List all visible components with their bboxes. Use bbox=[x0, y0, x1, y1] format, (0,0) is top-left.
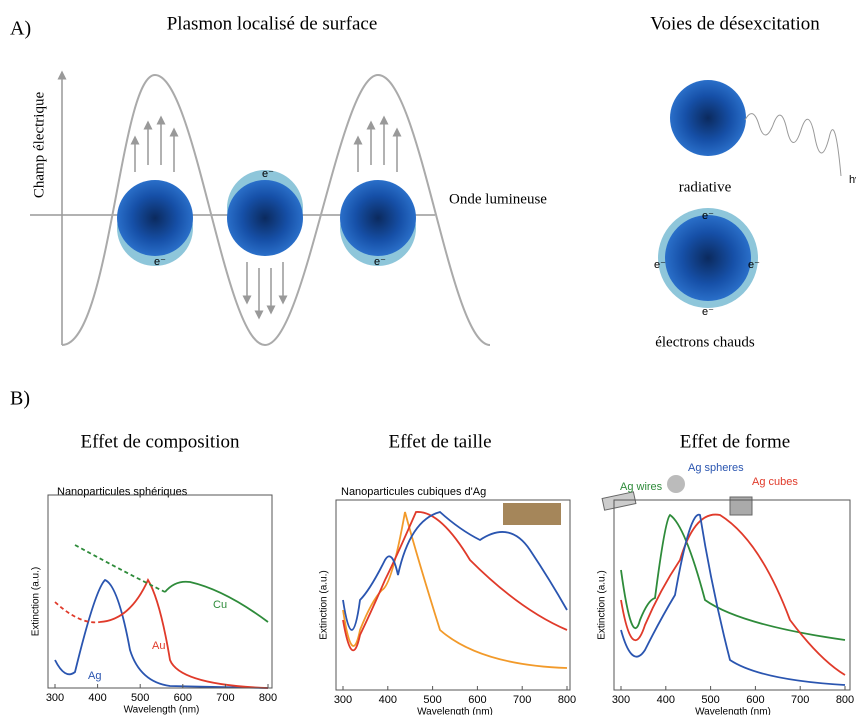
x-tick-label: 800 bbox=[558, 694, 576, 706]
title: Voies de désexcitation bbox=[650, 13, 820, 34]
panel-label: B) bbox=[10, 388, 30, 410]
x-tick-label: 600 bbox=[174, 692, 192, 704]
curve-label: Ag spheres bbox=[688, 462, 744, 474]
curves bbox=[54, 511, 846, 689]
x-tick-label: 500 bbox=[701, 694, 719, 706]
label: électrons chauds bbox=[655, 334, 755, 350]
plot-subtitle: Nanoparticules cubiques d'Ag bbox=[341, 486, 486, 498]
curve-label: Au bbox=[152, 640, 165, 652]
x-tick-label: 300 bbox=[334, 694, 352, 706]
electron: e⁻ bbox=[654, 259, 666, 271]
electron: e⁻ bbox=[702, 210, 714, 222]
electron: e⁻ bbox=[702, 306, 714, 318]
plot-title: Effet de composition bbox=[80, 431, 240, 452]
x-tick-label: 800 bbox=[836, 694, 854, 706]
electron: e⁻ bbox=[748, 259, 760, 271]
plot-frame bbox=[613, 499, 851, 691]
x-tick-label: 400 bbox=[88, 692, 106, 704]
x-tick-label: 500 bbox=[131, 692, 149, 704]
electron: e⁻ bbox=[374, 256, 386, 268]
y-axis-label: Extinction (a.u.) bbox=[597, 570, 608, 639]
x-tick-label: 800 bbox=[259, 692, 277, 704]
x-tick-label: 600 bbox=[746, 694, 764, 706]
x-tick-label: 600 bbox=[468, 694, 486, 706]
plot-title: Effet de taille bbox=[388, 431, 491, 452]
x-tick-label: 300 bbox=[46, 692, 64, 704]
panel-label: A) bbox=[10, 18, 31, 40]
curve-label: Ag cubes bbox=[752, 476, 798, 488]
label: radiative bbox=[679, 179, 732, 195]
x-axis-label: Wavelength (nm) bbox=[417, 707, 493, 715]
x-tick-label: 400 bbox=[657, 694, 675, 706]
x-tick-label: 700 bbox=[791, 694, 809, 706]
x-tick-label: 500 bbox=[423, 694, 441, 706]
y-axis-label: Extinction (a.u.) bbox=[319, 570, 330, 639]
curve-label: Ag wires bbox=[620, 481, 663, 493]
y-axis-label: Champ électrique bbox=[31, 92, 47, 199]
plot-frame bbox=[335, 499, 571, 691]
plot-title: Effet de forme bbox=[680, 431, 790, 452]
insets bbox=[503, 475, 753, 525]
radiative-diagram bbox=[658, 80, 842, 308]
curve-label: Cu bbox=[213, 599, 227, 611]
x-axis-label: Wavelength (nm) bbox=[695, 707, 771, 715]
x-tick-label: 400 bbox=[379, 694, 397, 706]
y-axis-label: Extinction (a.u.) bbox=[31, 567, 42, 636]
title: Plasmon localisé de surface bbox=[167, 13, 378, 34]
plot-subtitle: Nanoparticules sphériques bbox=[57, 486, 188, 498]
electron: e⁻ bbox=[154, 256, 166, 268]
wave-diagram bbox=[30, 70, 491, 347]
curve-label: Ag bbox=[88, 670, 101, 682]
x-tick-label: 300 bbox=[612, 694, 630, 706]
x-tick-label: 700 bbox=[216, 692, 234, 704]
x-tick-label: 700 bbox=[513, 694, 531, 706]
x-axis-label: Wavelength (nm) bbox=[124, 705, 200, 715]
plot-frame bbox=[47, 494, 273, 689]
photon: hν bbox=[849, 174, 856, 186]
x-axis-label: Onde lumineuse bbox=[449, 191, 547, 207]
electron: e⁻ bbox=[262, 168, 274, 180]
